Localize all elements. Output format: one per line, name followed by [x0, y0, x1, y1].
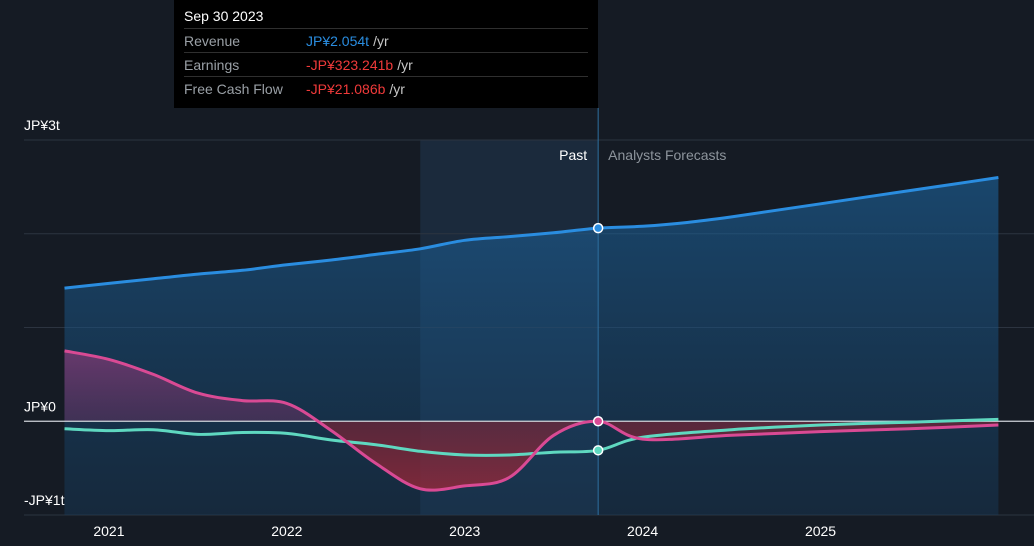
- tooltip-row-revenue: Revenue JP¥2.054t /yr: [184, 28, 588, 52]
- x-axis-label: 2024: [627, 523, 658, 539]
- tooltip-date: Sep 30 2023: [184, 8, 264, 24]
- earnings-line: [64, 349, 999, 492]
- tooltip-unit: /yr: [389, 80, 405, 97]
- forecast-label: Analysts Forecasts: [608, 147, 726, 163]
- earnings-positive-area: [64, 350, 999, 422]
- tooltip-row-earnings: Earnings -JP¥323.241b /yr: [184, 52, 588, 76]
- y-axis-label: JP¥0: [24, 398, 56, 414]
- free-cash-flow-line: [64, 417, 999, 457]
- tooltip-unit: /yr: [373, 32, 389, 49]
- x-axis-label: 2021: [93, 523, 124, 539]
- y-axis-label: JP¥3t: [24, 117, 60, 133]
- tooltip-row-free-cash-flow: Free Cash Flow -JP¥21.086b /yr: [184, 76, 588, 100]
- past-label: Past: [559, 147, 587, 163]
- tooltip-unit: /yr: [397, 56, 413, 73]
- data-tooltip: Sep 30 2023 Revenue JP¥2.054t /yr Earnin…: [174, 0, 598, 108]
- tooltip-value: -JP¥323.241b: [306, 56, 394, 73]
- tooltip-value: -JP¥21.086b: [306, 80, 386, 97]
- revenue-line: [64, 176, 999, 290]
- tooltip-label: Revenue: [184, 32, 241, 49]
- x-axis-label: 2025: [805, 523, 836, 539]
- free-cash-flow-point: [592, 445, 604, 456]
- revenue-point: [592, 222, 604, 234]
- y-axis-label: -JP¥1t: [24, 492, 65, 508]
- tooltip-label: Free Cash Flow: [184, 80, 283, 97]
- x-axis-label: 2022: [271, 523, 302, 539]
- tooltip-value: JP¥2.054t: [306, 32, 370, 49]
- tooltip-label: Earnings: [184, 56, 240, 73]
- earnings-point: [592, 416, 604, 427]
- x-axis-label: 2023: [449, 523, 480, 539]
